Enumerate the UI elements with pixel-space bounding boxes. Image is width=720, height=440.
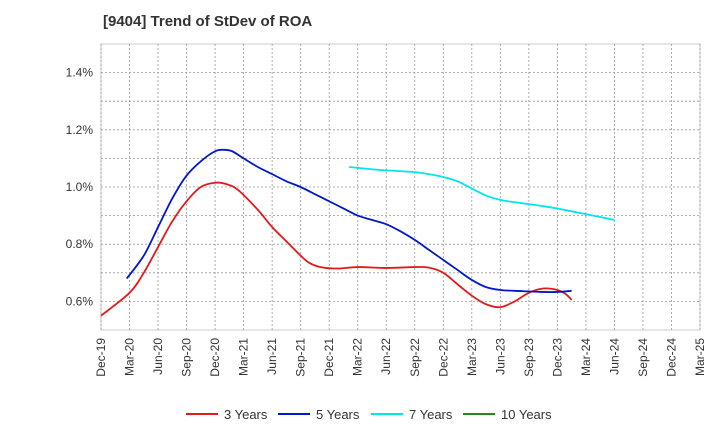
x-tick-label: Jun-20 bbox=[151, 338, 165, 375]
legend-label: 7 Years bbox=[409, 407, 453, 422]
x-tick-label: Mar-20 bbox=[123, 338, 137, 376]
series-line bbox=[349, 166, 615, 221]
x-tick-label: Dec-19 bbox=[94, 338, 108, 377]
x-tick-label: Sep-23 bbox=[522, 338, 536, 377]
series-line bbox=[100, 181, 573, 317]
x-tick-label: Mar-23 bbox=[465, 338, 479, 376]
legend-label: 3 Years bbox=[224, 407, 268, 422]
x-tick-label: Dec-21 bbox=[322, 338, 336, 377]
x-axis-ticks: Dec-19 Mar-20 Jun-20 Sep-20 Dec-20 Mar-21 Jun-… bbox=[94, 338, 707, 377]
x-tick-label: Dec-23 bbox=[550, 338, 564, 377]
x-tick-label: Jun-24 bbox=[607, 338, 621, 375]
x-tick-label: Sep-20 bbox=[180, 338, 194, 377]
series-lines bbox=[100, 148, 615, 317]
chart-title: [9404] Trend of StDev of ROA bbox=[103, 13, 313, 30]
y-tick-label: 0.6% bbox=[66, 294, 94, 308]
x-tick-label: Mar-22 bbox=[351, 338, 365, 376]
x-tick-label: Jun-23 bbox=[493, 338, 507, 375]
legend: 3 Years 5 Years 7 Years 10 Years bbox=[186, 407, 552, 422]
legend-label: 5 Years bbox=[316, 407, 360, 422]
y-tick-label: 0.8% bbox=[66, 237, 94, 251]
y-tick-label: 1.4% bbox=[66, 66, 94, 80]
x-tick-label: Mar-25 bbox=[693, 338, 707, 376]
x-tick-label: Sep-24 bbox=[636, 338, 650, 377]
x-tick-label: Mar-24 bbox=[579, 338, 593, 376]
x-tick-label: Jun-21 bbox=[265, 338, 279, 375]
y-tick-label: 1.2% bbox=[66, 123, 94, 137]
x-tick-label: Dec-22 bbox=[436, 338, 450, 377]
legend-label: 10 Years bbox=[501, 407, 552, 422]
x-tick-label: Jun-22 bbox=[379, 338, 393, 375]
x-tick-label: Sep-21 bbox=[294, 338, 308, 377]
y-axis-ticks: 0.6% 0.8% 1.0% 1.2% 1.4% bbox=[66, 66, 94, 309]
y-tick-label: 1.0% bbox=[66, 180, 94, 194]
x-tick-label: Dec-20 bbox=[208, 338, 222, 377]
x-tick-label: Sep-22 bbox=[408, 338, 422, 377]
x-tick-label: Mar-21 bbox=[237, 338, 251, 376]
x-tick-label: Dec-24 bbox=[664, 338, 678, 377]
series-line bbox=[125, 148, 572, 293]
